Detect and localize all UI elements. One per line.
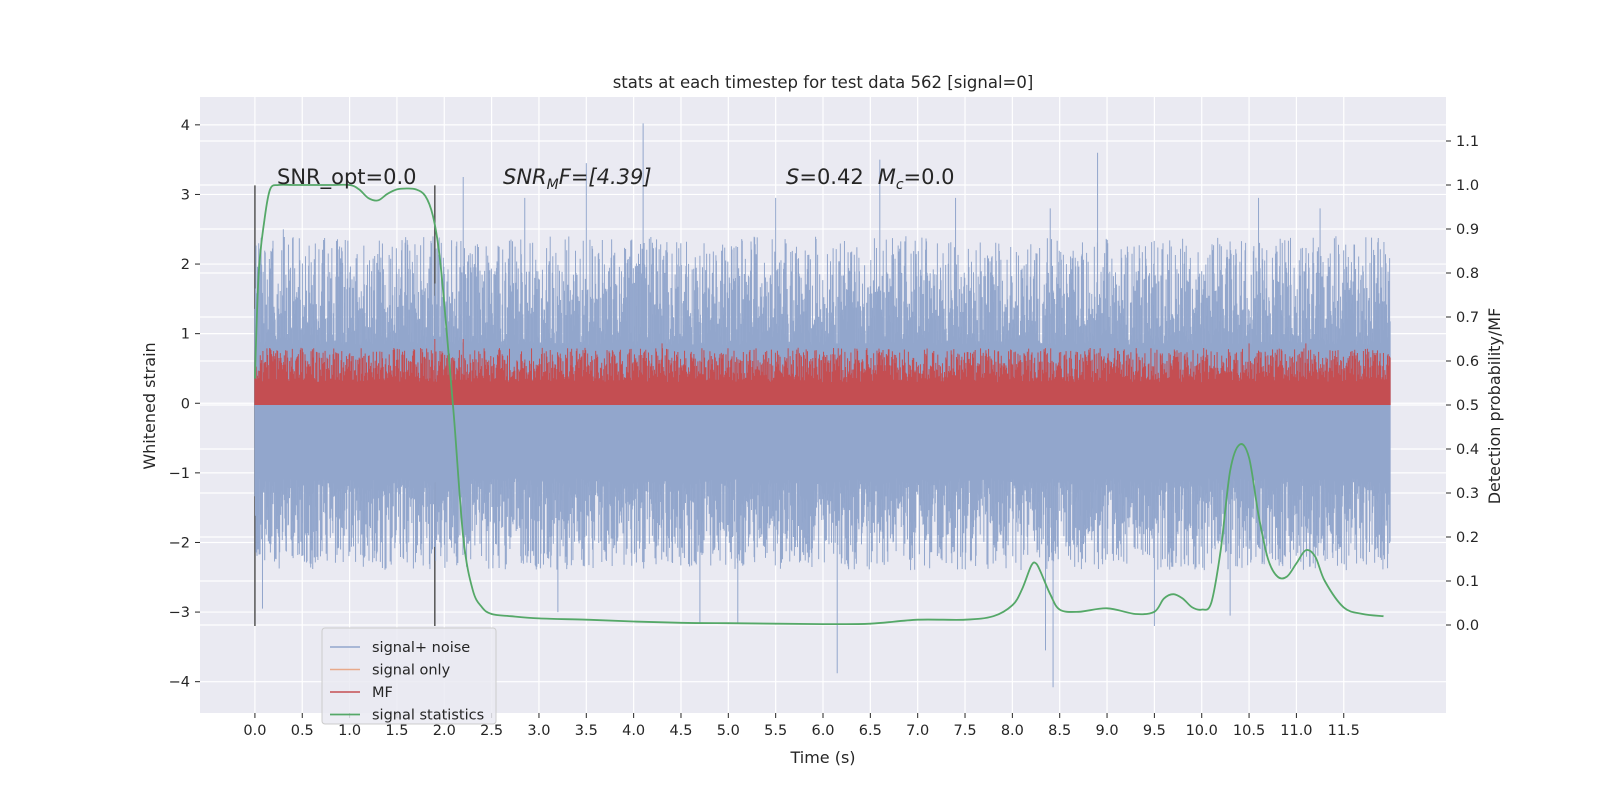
x-tick-label: 4.5 bbox=[669, 723, 692, 739]
y-left-tick-label: 0 bbox=[181, 396, 190, 412]
x-tick-label: 1.0 bbox=[338, 723, 361, 739]
y-left-tick-label: −4 bbox=[169, 675, 190, 691]
y-right-tick-label: 0.2 bbox=[1456, 530, 1479, 546]
y-right-tick-label: 0.0 bbox=[1456, 618, 1479, 634]
x-tick-label: 11.0 bbox=[1280, 723, 1312, 739]
y-axis-label-right: Detection probability/MF bbox=[1485, 308, 1504, 505]
mc-sub: c bbox=[896, 177, 904, 193]
x-tick-label: 10.0 bbox=[1186, 723, 1218, 739]
x-tick-label: 7.0 bbox=[906, 723, 929, 739]
x-tick-label: 7.5 bbox=[953, 723, 976, 739]
y-right-tick-label: 1.1 bbox=[1456, 134, 1479, 150]
x-tick-label: 2.5 bbox=[480, 723, 503, 739]
mc-var: M bbox=[878, 165, 896, 189]
x-tick-label: 10.5 bbox=[1233, 723, 1265, 739]
y-right-tick-label: 0.8 bbox=[1456, 266, 1479, 282]
x-tick-label: 0.0 bbox=[243, 723, 266, 739]
y-left-tick-label: −2 bbox=[169, 535, 190, 551]
x-tick-label: 5.0 bbox=[717, 723, 740, 739]
mc-val: =0.0 bbox=[904, 165, 955, 189]
y-right-tick-label: 0.5 bbox=[1456, 398, 1479, 414]
legend-signal-only-label: signal only bbox=[372, 663, 451, 679]
mf-line bbox=[254, 339, 1391, 405]
data-layer bbox=[254, 123, 1391, 688]
y-right-tick-label: 1.0 bbox=[1456, 178, 1479, 194]
snr-mf-main: SNR bbox=[503, 165, 547, 189]
x-tick-label: 4.0 bbox=[622, 723, 645, 739]
y-right-tick-label: 0.6 bbox=[1456, 354, 1479, 370]
x-tick-label: 0.5 bbox=[291, 723, 314, 739]
signal-statistics-line bbox=[254, 183, 1384, 626]
y-right-tick-label: 0.1 bbox=[1456, 574, 1479, 590]
chart-title: stats at each timestep for test data 562… bbox=[613, 73, 1034, 92]
x-tick-label: 6.5 bbox=[859, 723, 882, 739]
y-left-tick-label: −1 bbox=[169, 466, 190, 482]
x-tick-label: 1.5 bbox=[385, 723, 408, 739]
x-tick-label: 3.0 bbox=[527, 723, 550, 739]
s-var: S bbox=[786, 165, 799, 189]
legend-signal-statistics-label: signal statistics bbox=[372, 708, 484, 724]
x-tick-label: 9.0 bbox=[1096, 723, 1119, 739]
legend-signal-plus-noise-label: signal+ noise bbox=[372, 640, 470, 656]
x-tick-label: 5.5 bbox=[764, 723, 787, 739]
y-left-tick-label: 2 bbox=[181, 257, 190, 273]
legend-box bbox=[321, 627, 497, 725]
x-tick-label: 2.0 bbox=[433, 723, 456, 739]
ticks: 0.0 0.5 1.0 1.5 2.0 2.5 3.0 3.5 4.0 4.5 5.0 5.5 6.0 6… bbox=[169, 118, 1479, 739]
y-right-tick-label: 0.7 bbox=[1456, 310, 1479, 326]
s-mc-annotation: S=0.42 Mc=0.0 bbox=[786, 165, 955, 193]
y-right-tick-label: 0.4 bbox=[1456, 442, 1479, 458]
x-tick-label: 8.0 bbox=[1001, 723, 1024, 739]
y-left-tick-label: 1 bbox=[181, 327, 190, 343]
legend: signal+ noise signal only MF signal statist… bbox=[321, 627, 497, 725]
x-axis-label: Time (s) bbox=[789, 748, 855, 767]
y-right-tick-label: 0.9 bbox=[1456, 222, 1479, 238]
x-tick-label: 8.5 bbox=[1048, 723, 1071, 739]
y-right-tick-label: 0.3 bbox=[1456, 486, 1479, 502]
legend-mf-label: MF bbox=[372, 685, 393, 701]
y-left-tick-label: 4 bbox=[181, 118, 190, 134]
snr-mf-rest-italic: F=[4.39] bbox=[559, 165, 652, 189]
snr-mf-sub: M bbox=[547, 177, 559, 193]
x-tick-label: 3.5 bbox=[575, 723, 598, 739]
y-axis-label-left: Whitened strain bbox=[140, 342, 159, 469]
y-left-tick-label: −3 bbox=[169, 605, 190, 621]
x-tick-label: 11.5 bbox=[1328, 723, 1360, 739]
s-val: =0.42 bbox=[799, 165, 863, 189]
y-left-tick-label: 3 bbox=[181, 187, 190, 203]
x-tick-label: 9.5 bbox=[1143, 723, 1166, 739]
snr-opt-annotation: SNR_opt=0.0 bbox=[277, 165, 417, 190]
x-tick-label: 6.0 bbox=[811, 723, 834, 739]
snr-mf-annotation: SNRMF=[4.39] bbox=[503, 165, 652, 193]
